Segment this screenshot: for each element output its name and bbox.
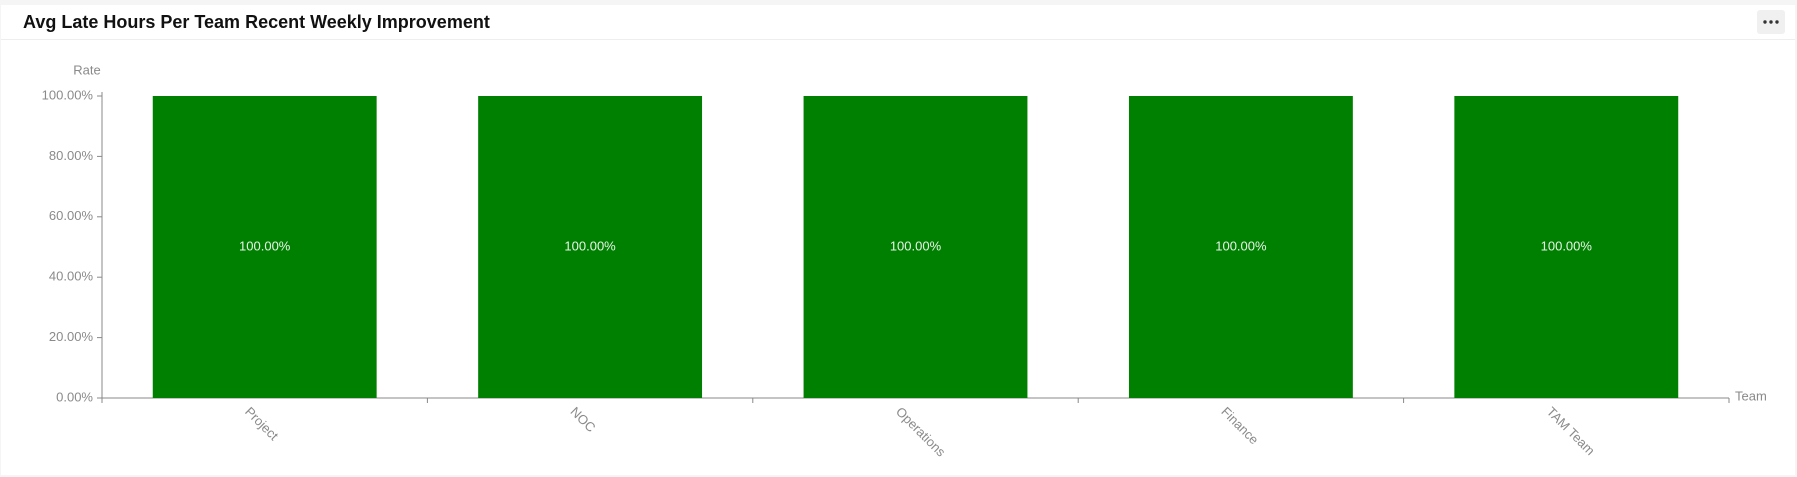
bar-label: 100.00% xyxy=(564,238,616,253)
y-tick-label: 40.00% xyxy=(49,269,94,284)
y-tick-label: 0.00% xyxy=(56,389,93,404)
y-tick-label: 60.00% xyxy=(49,208,94,223)
x-tick-label: Finance xyxy=(1218,404,1261,447)
x-tick-label: Project xyxy=(242,404,281,443)
bar-label: 100.00% xyxy=(239,238,291,253)
y-tick-label: 20.00% xyxy=(49,329,94,344)
bar xyxy=(152,96,377,398)
x-tick-label: Operations xyxy=(893,404,949,460)
bar xyxy=(1454,96,1679,398)
more-menu[interactable] xyxy=(1757,10,1785,34)
bar xyxy=(803,96,1028,398)
y-tick-label: 80.00% xyxy=(49,148,94,163)
menu-icon xyxy=(1763,20,1779,24)
y-tick-label: 100.00% xyxy=(42,87,94,102)
card-header: Avg Late Hours Per Team Recent Weekly Im… xyxy=(1,5,1795,40)
x-tick-label: NOC xyxy=(568,404,599,435)
bar-label: 100.00% xyxy=(1215,238,1267,253)
y-axis-title: Rate xyxy=(73,62,100,77)
x-tick-label: TAM Team xyxy=(1544,404,1598,458)
x-axis-title: Team xyxy=(1735,388,1767,403)
bar xyxy=(1128,96,1353,398)
bar xyxy=(478,96,703,398)
bar-label: 100.00% xyxy=(890,238,942,253)
chart-title: Avg Late Hours Per Team Recent Weekly Im… xyxy=(23,12,490,32)
bar-label: 100.00% xyxy=(1541,238,1593,253)
